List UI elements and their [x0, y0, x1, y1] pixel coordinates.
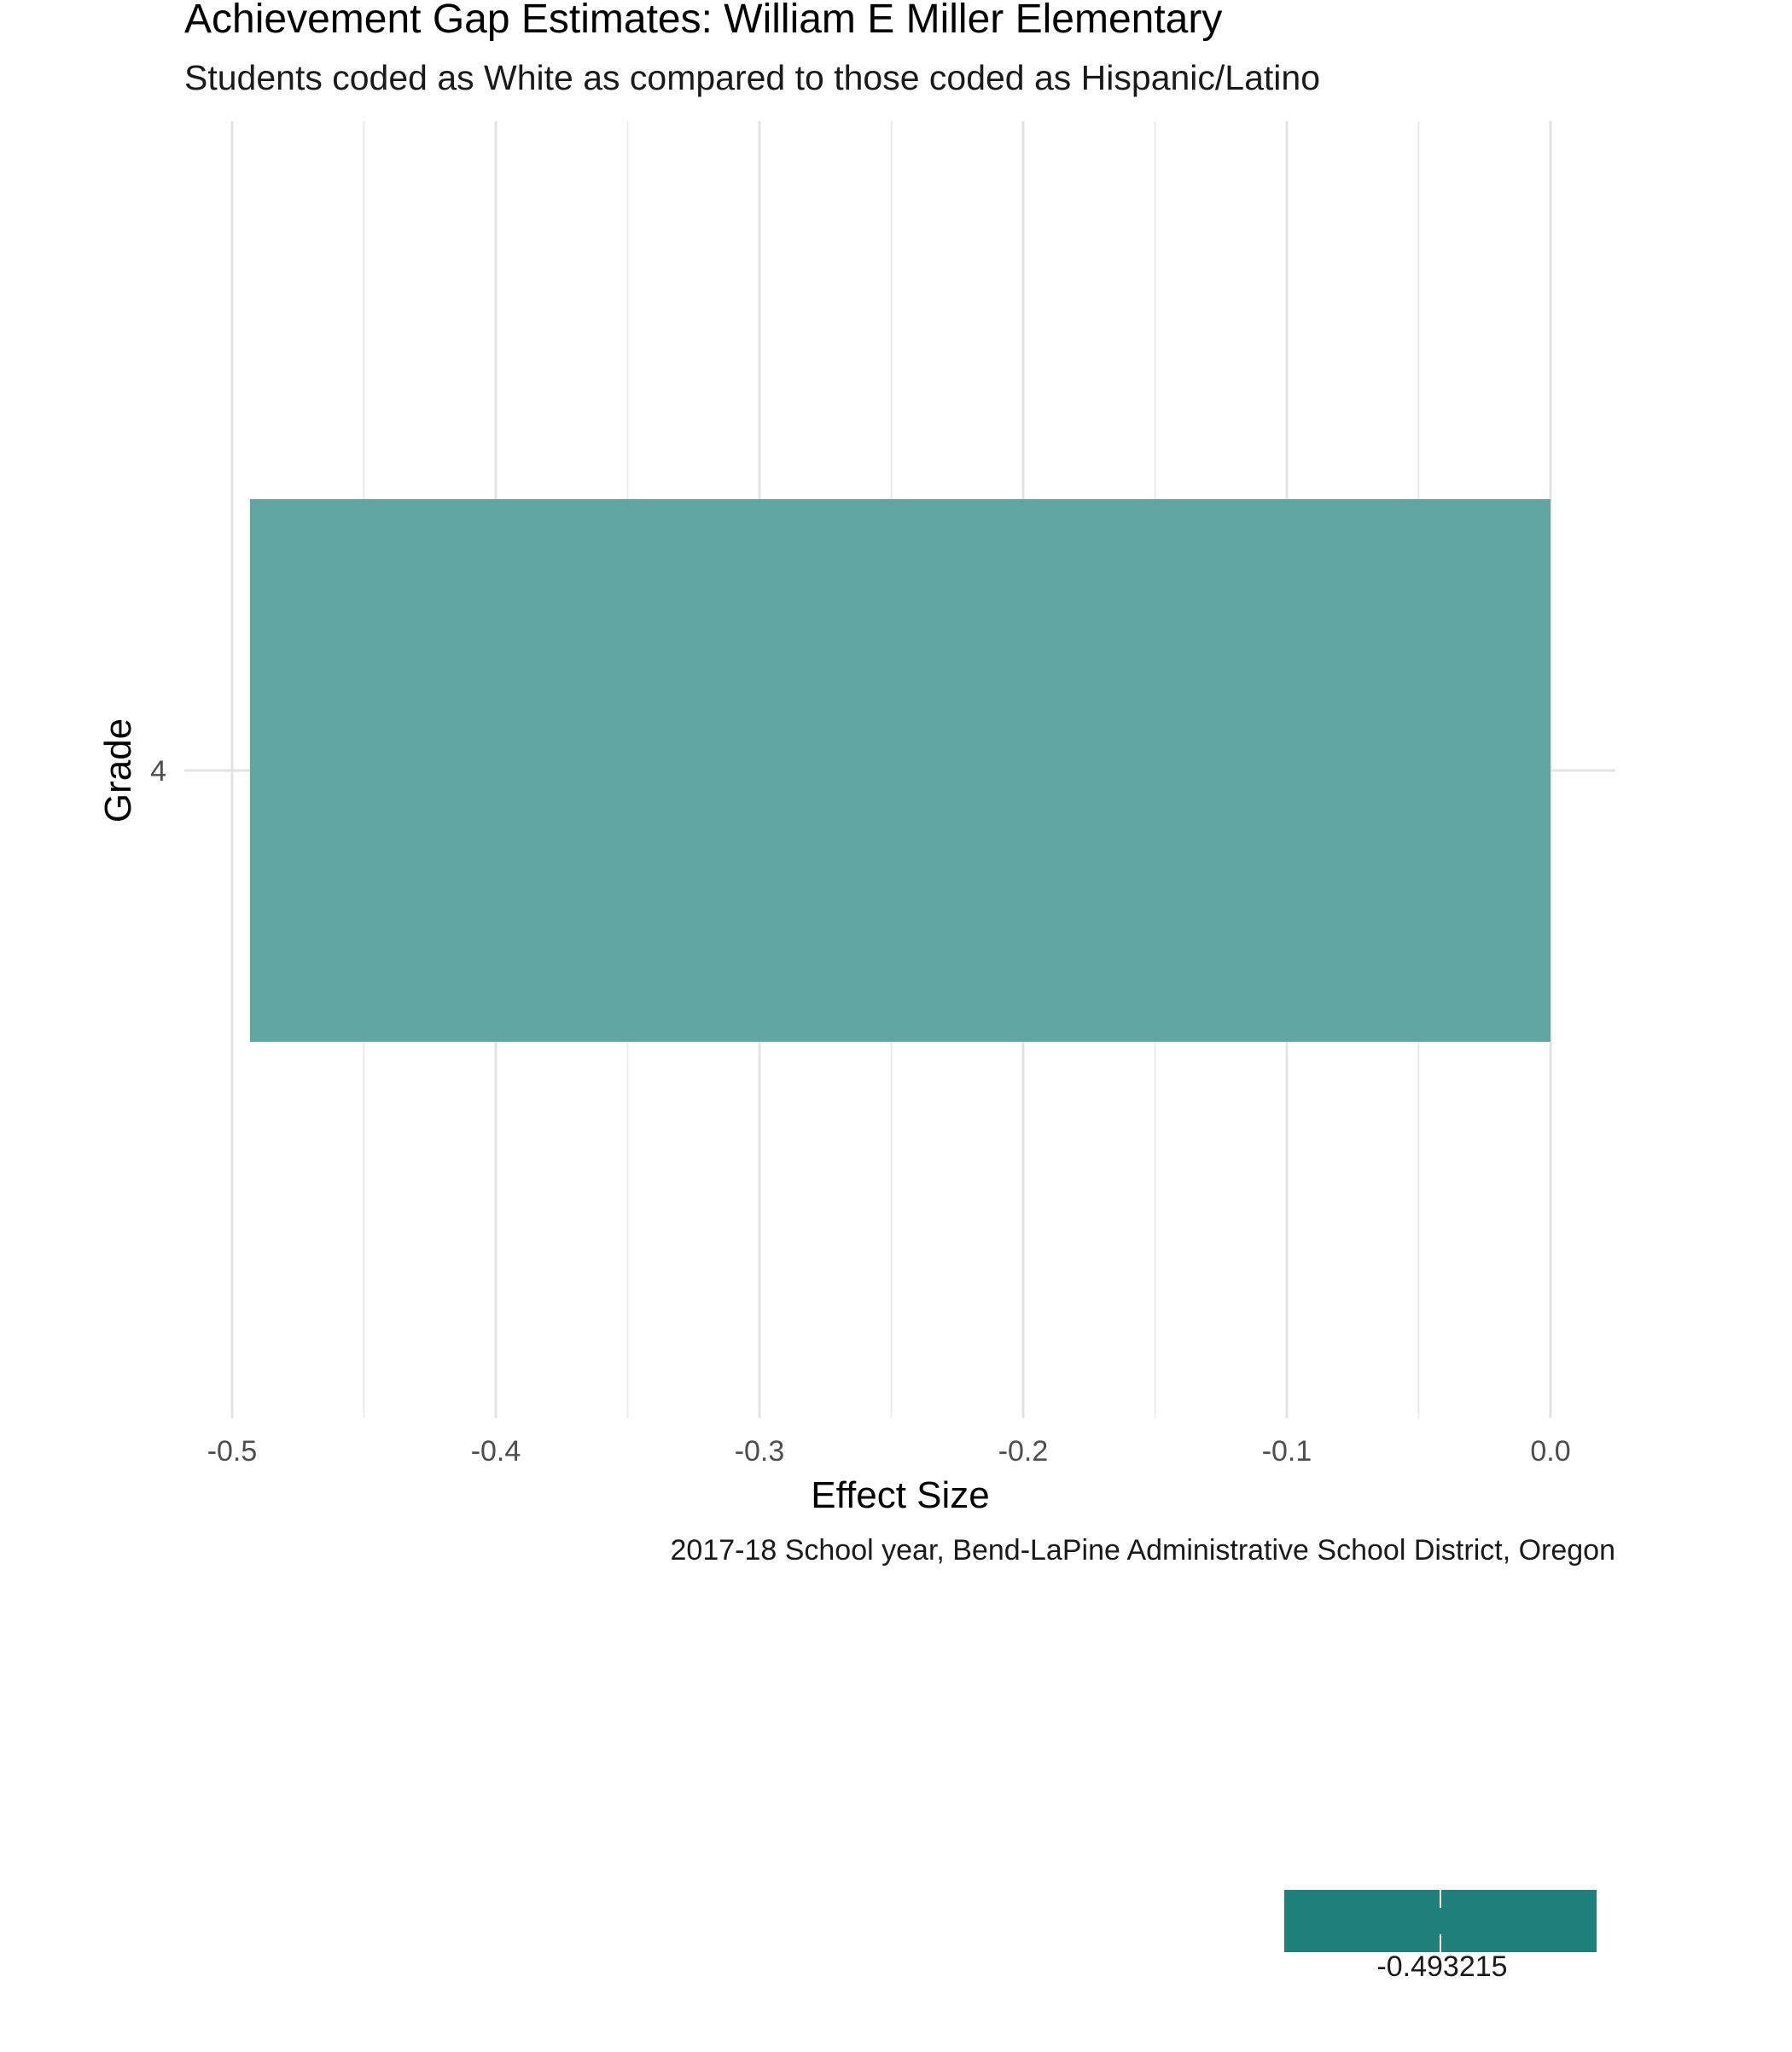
- chart-title: Achievement Gap Estimates: William E Mil…: [184, 0, 1222, 42]
- x-tick-label: -0.4: [471, 1435, 521, 1468]
- x-tick-label: -0.5: [207, 1435, 258, 1468]
- chart-caption: 2017-18 School year, Bend-LaPine Adminis…: [671, 1534, 1616, 1567]
- x-tick-label: -0.3: [735, 1435, 785, 1468]
- x-tick-label: -0.1: [1262, 1435, 1312, 1468]
- legend: -0.493215: [1284, 1890, 1597, 1983]
- y-tick-label: 4: [150, 755, 166, 788]
- y-axis-title: Grade: [97, 718, 139, 823]
- bars: [249, 499, 1551, 1042]
- legend-label: -0.493215: [1376, 1950, 1507, 1983]
- x-tick-labels: -0.5 -0.4 -0.3 -0.2 -0.1 0.0: [207, 1435, 1571, 1468]
- y-tick-labels: 4: [150, 755, 166, 788]
- x-axis-title: Effect Size: [811, 1474, 990, 1516]
- bar: [249, 499, 1551, 1042]
- chart-subtitle: Students coded as White as compared to t…: [184, 58, 1320, 97]
- x-tick-label: 0.0: [1530, 1435, 1570, 1468]
- x-tick-label: -0.2: [998, 1435, 1049, 1468]
